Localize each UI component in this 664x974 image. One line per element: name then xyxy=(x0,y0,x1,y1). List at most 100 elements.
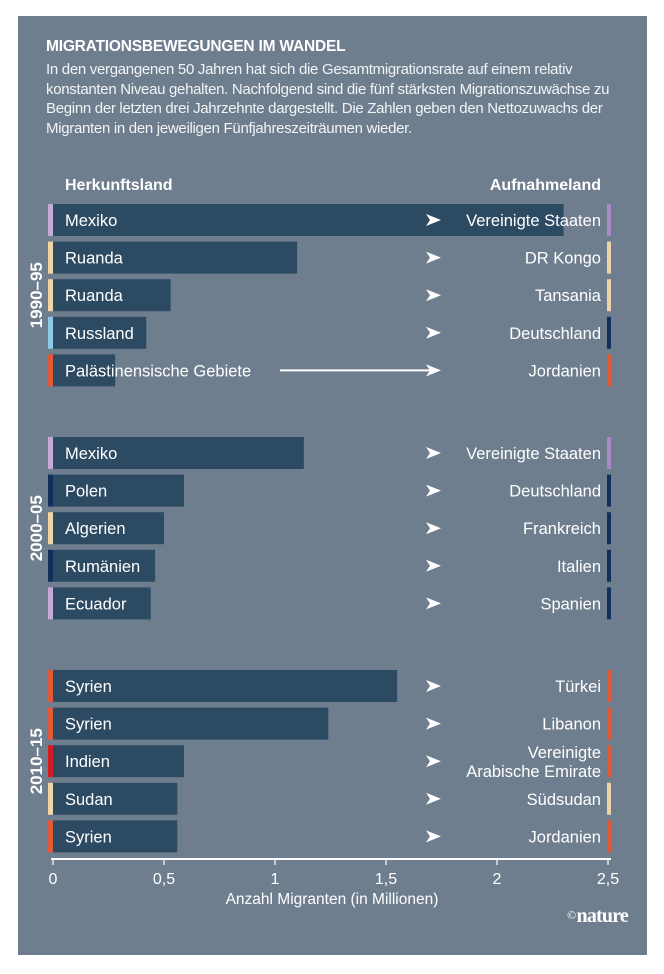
chart-title: MIGRATIONSBEWEGUNGEN IM WANDEL xyxy=(46,38,346,55)
arrow-head-icon xyxy=(426,364,441,377)
destination-color-marker xyxy=(607,549,611,582)
destination-label: Jordanien xyxy=(529,828,601,846)
origin-color-marker xyxy=(48,316,53,349)
x-axis-title: Anzahl Migranten (in Millionen) xyxy=(226,891,439,908)
arrow-head-icon xyxy=(426,755,441,768)
destination-color-marker xyxy=(607,820,611,853)
destination-label: Libanon xyxy=(542,716,601,734)
destination-label: Vereinigte Staaten xyxy=(466,445,601,463)
arrow-head-icon xyxy=(426,522,441,535)
arrow-head-icon xyxy=(426,792,441,805)
origin-column-header: Herkunftsland xyxy=(65,177,173,194)
bar-row: Sudan Südsudan xyxy=(48,782,611,815)
destination-color-marker xyxy=(607,474,611,507)
destination-label: Vereinigte Staaten xyxy=(466,212,601,230)
bar-row: Syrien Jordanien xyxy=(48,820,611,853)
destination-color-marker xyxy=(607,782,611,815)
origin-label: Syrien xyxy=(65,716,112,734)
origin-label: Ruanda xyxy=(65,287,124,305)
origin-label: Syrien xyxy=(65,828,112,846)
bar-row: Syrien Türkei xyxy=(48,670,611,702)
bar-row: Mexiko Vereinigte Staaten xyxy=(48,437,611,469)
bar-row: Mexiko Vereinigte Staaten xyxy=(48,204,611,236)
destination-color-marker xyxy=(607,707,611,740)
bar-row: Palästinensische Gebiete Jordanien xyxy=(48,354,611,387)
destination-label: Tansania xyxy=(535,287,602,305)
data-bar xyxy=(53,587,151,620)
origin-color-marker xyxy=(48,204,53,236)
bar-row: Indien Vereinigte Arabische Emirate xyxy=(48,744,611,781)
destination-color-marker xyxy=(607,512,611,545)
chart-subtitle: In den vergangenen 50 Jahren hat sich di… xyxy=(46,61,610,137)
origin-color-marker xyxy=(48,241,53,274)
destination-color-marker xyxy=(607,316,611,349)
destination-label: Jordanien xyxy=(529,362,601,380)
arrow-head-icon xyxy=(426,447,441,459)
destination-label: Deutschland xyxy=(509,483,601,501)
data-bar xyxy=(53,782,178,815)
destination-label: Spanien xyxy=(540,595,601,613)
arrow-head-icon xyxy=(426,251,441,264)
destination-label: Deutschland xyxy=(509,325,601,343)
data-bar xyxy=(53,820,178,853)
origin-label: Rumänien xyxy=(65,558,140,576)
bar-row: Ruanda DR Kongo xyxy=(48,241,611,274)
origin-color-marker xyxy=(48,820,53,853)
origin-label: Ruanda xyxy=(65,250,124,268)
bar-row: Russland Deutschland xyxy=(48,316,611,349)
arrow-head-icon xyxy=(426,559,441,572)
arrow-head-icon xyxy=(426,717,441,730)
arrow-head-icon xyxy=(426,680,441,692)
x-tick-label: 1,5 xyxy=(375,871,397,888)
origin-color-marker xyxy=(48,745,53,778)
x-tick-label: 0,5 xyxy=(153,871,175,888)
origin-color-marker xyxy=(48,549,53,582)
destination-color-marker xyxy=(607,670,611,702)
origin-label: Indien xyxy=(65,753,110,771)
destination-color-marker xyxy=(607,279,611,312)
bar-row: Polen Deutschland xyxy=(48,474,611,507)
destination-label-line: Vereinigte xyxy=(528,744,601,762)
period-label: 2010–15 xyxy=(27,728,46,794)
origin-label: Mexiko xyxy=(65,212,117,230)
data-bar xyxy=(53,354,116,387)
origin-label: Syrien xyxy=(65,678,112,696)
destination-label: Südsudan xyxy=(527,791,601,809)
destination-column-header: Aufnahmeland xyxy=(489,177,601,194)
origin-color-marker xyxy=(48,437,53,469)
data-bar xyxy=(53,745,184,778)
copyright-symbol: © xyxy=(567,908,576,922)
data-bar xyxy=(53,279,171,312)
destination-color-marker xyxy=(607,587,611,620)
bar-row: Rumänien Italien xyxy=(48,549,611,582)
origin-color-marker xyxy=(48,474,53,507)
destination-color-marker xyxy=(607,204,611,236)
x-tick-label: 0 xyxy=(49,871,58,888)
destination-label: Italien xyxy=(557,558,601,576)
arrow-head-icon xyxy=(426,597,441,610)
origin-label: Palästinensische Gebiete xyxy=(65,362,251,380)
period-group: Mexiko Vereinigte Staaten Polen Deutschland… xyxy=(27,437,611,620)
destination-label: Frankreich xyxy=(523,520,601,538)
period-label: 1990–95 xyxy=(27,262,46,328)
arrow-head-icon xyxy=(426,326,441,339)
destination-label: DR Kongo xyxy=(525,250,601,268)
origin-color-marker xyxy=(48,707,53,740)
origin-color-marker xyxy=(48,587,53,620)
origin-color-marker xyxy=(48,670,53,702)
origin-color-marker xyxy=(48,512,53,545)
bar-row: Ruanda Tansania xyxy=(48,279,611,312)
destination-label-line: Arabische Emirate xyxy=(466,763,601,781)
nature-credit: ©nature xyxy=(567,905,629,928)
arrow-head-icon xyxy=(426,214,441,226)
credit-name: nature xyxy=(576,905,629,927)
destination-color-marker xyxy=(607,437,611,469)
data-bar xyxy=(53,316,147,349)
data-bar xyxy=(53,474,184,507)
destination-label: Vereinigte Arabische Emirate xyxy=(466,744,601,781)
destination-label: Türkei xyxy=(555,678,601,696)
origin-color-marker xyxy=(48,279,53,312)
x-tick-label: 2 xyxy=(493,871,502,888)
period-group: Syrien Türkei Syrien Libanon Indien Vereinigt… xyxy=(27,670,611,853)
